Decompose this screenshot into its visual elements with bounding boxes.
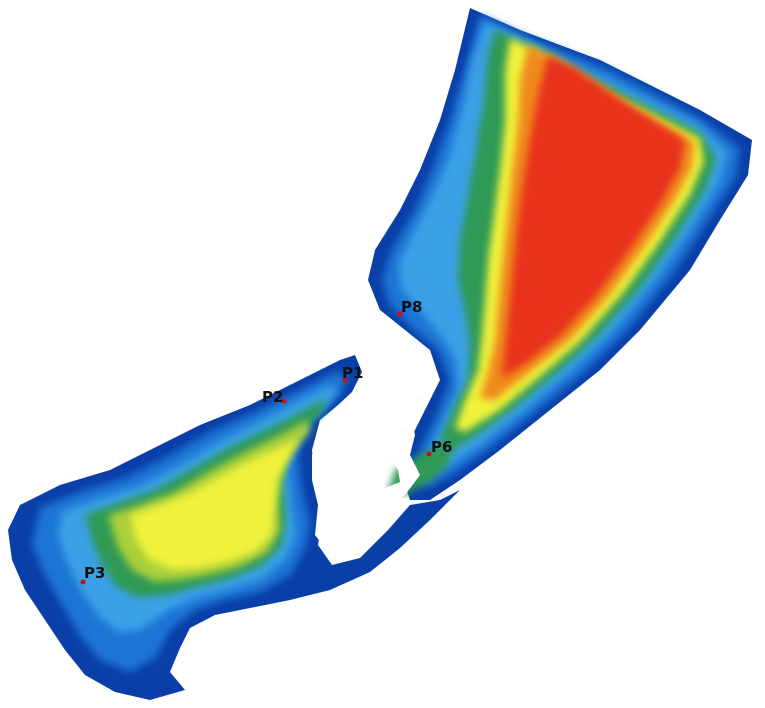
point-p6[interactable]: P6 — [426, 438, 453, 457]
point-p3-dot — [80, 579, 86, 585]
upper-channel-red — [502, 55, 685, 378]
lower-bay — [8, 355, 460, 700]
point-markers: P1 P2 P3 P6 P8 — [80, 298, 453, 585]
point-p8[interactable]: P8 — [397, 298, 423, 317]
point-p2-label: P2 — [262, 388, 283, 406]
point-p1[interactable]: P1 — [342, 364, 363, 383]
point-p2-dot — [281, 398, 287, 404]
lower-bay-yellow — [130, 438, 300, 570]
point-p1-dot — [342, 377, 348, 383]
point-p3-label: P3 — [84, 564, 105, 582]
land-island — [312, 400, 420, 548]
point-p2[interactable]: P2 — [262, 388, 287, 406]
point-p6-dot — [426, 451, 432, 457]
point-p8-label: P8 — [401, 298, 422, 316]
point-p8-dot — [397, 311, 403, 317]
point-p6-label: P6 — [431, 438, 452, 456]
upper-channel — [368, 8, 752, 500]
point-p1-label: P1 — [342, 364, 363, 382]
point-p3[interactable]: P3 — [80, 564, 106, 585]
